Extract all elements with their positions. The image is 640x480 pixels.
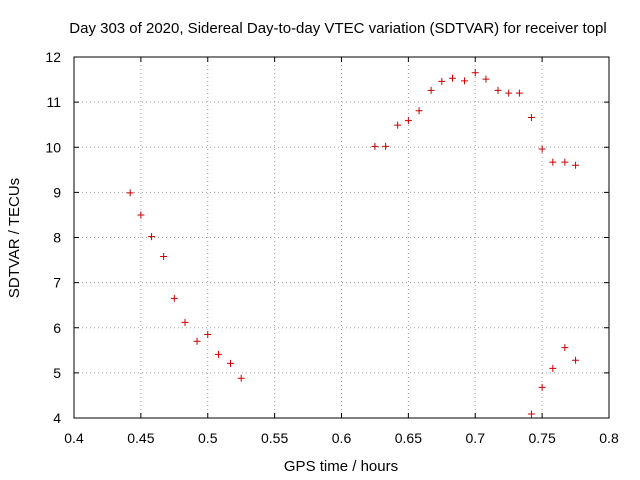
x-tick-label: 0.8 <box>599 430 619 446</box>
chart-title: Day 303 of 2020, Sidereal Day-to-day VTE… <box>69 20 606 37</box>
x-axis-label: GPS time / hours <box>284 458 398 475</box>
y-tick-labels: 4 5 6 7 8 9 10 11 12 <box>45 49 61 426</box>
data-point <box>126 189 134 197</box>
data-point <box>572 356 580 364</box>
data-point <box>394 121 402 129</box>
axis-ticks <box>73 56 610 419</box>
x-tick-label: 0.65 <box>395 430 422 446</box>
x-tick-label: 0.75 <box>529 430 556 446</box>
data-point <box>404 117 412 125</box>
y-axis-label: SDTVAR / TECUs <box>6 178 23 298</box>
x-tick-label: 0.55 <box>261 430 288 446</box>
data-point <box>561 344 569 352</box>
data-point <box>549 364 557 372</box>
data-point <box>214 350 222 358</box>
y-tick-label: 8 <box>53 230 61 246</box>
data-point <box>371 142 379 150</box>
data-point <box>226 359 234 367</box>
y-tick-label: 10 <box>45 139 61 155</box>
data-point <box>561 158 569 166</box>
data-point <box>482 75 490 83</box>
y-tick-label: 11 <box>46 94 61 110</box>
x-tick-label: 0.5 <box>198 430 218 446</box>
data-point <box>449 74 457 82</box>
data-point <box>527 410 535 418</box>
data-point <box>538 145 546 153</box>
data-point <box>170 294 178 302</box>
data-point <box>538 383 546 391</box>
data-point <box>549 158 557 166</box>
data-point <box>461 77 469 85</box>
data-point <box>382 142 390 150</box>
data-point <box>137 211 145 219</box>
data-point <box>148 233 156 241</box>
x-tick-label: 0.6 <box>332 430 352 446</box>
data-point <box>204 331 212 339</box>
data-point <box>193 337 201 345</box>
y-tick-label: 6 <box>53 320 61 336</box>
x-tick-label: 0.45 <box>127 430 154 446</box>
grid-lines <box>74 57 609 418</box>
data-point <box>237 374 245 382</box>
data-point <box>494 86 502 94</box>
y-tick-label: 7 <box>53 275 61 291</box>
data-point <box>438 77 446 85</box>
y-tick-label: 9 <box>53 184 61 200</box>
data-point <box>505 89 513 97</box>
x-tick-labels: 0.4 0.45 0.5 0.55 0.6 0.65 0.7 0.75 0.8 <box>64 430 619 446</box>
y-tick-label: 12 <box>45 49 61 65</box>
data-point <box>527 113 535 121</box>
x-tick-label: 0.4 <box>64 430 84 446</box>
data-point <box>415 107 423 115</box>
data-point <box>515 89 523 97</box>
data-point <box>427 86 435 94</box>
data-point <box>471 69 479 77</box>
y-tick-label: 5 <box>53 365 61 381</box>
y-tick-label: 4 <box>53 410 61 426</box>
x-tick-label: 0.7 <box>466 430 486 446</box>
data-point <box>181 318 189 326</box>
data-point <box>572 161 580 169</box>
data-point <box>160 252 168 260</box>
data-points <box>126 69 580 418</box>
